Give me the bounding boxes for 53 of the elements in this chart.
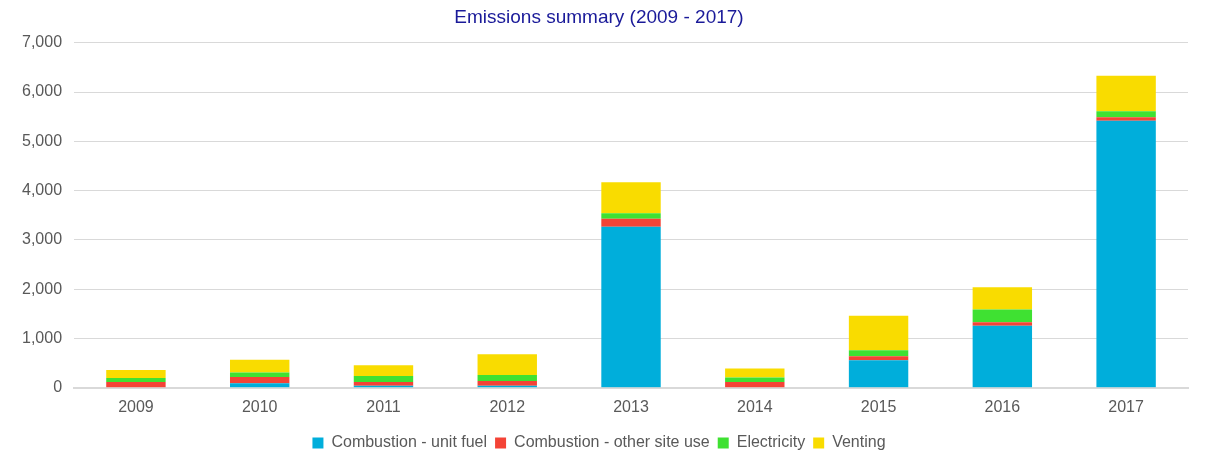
bar [229, 359, 290, 373]
bar [848, 350, 909, 357]
bar [972, 287, 1033, 310]
y-tick-label: 2,000 [21, 279, 63, 297]
bar [1096, 75, 1156, 112]
y-tick-label: 4,000 [21, 181, 63, 199]
x-tick-label: 2009 [118, 397, 154, 415]
y-tick-label: 3,000 [21, 230, 63, 248]
y-tick-label: 6,000 [21, 82, 63, 100]
bar [601, 182, 661, 214]
bar [848, 356, 909, 361]
bar [601, 218, 661, 227]
bar [725, 368, 785, 378]
bar [106, 381, 166, 388]
legend-label: Combustion - other site use [514, 433, 710, 451]
bar [1096, 111, 1156, 118]
bar [229, 383, 290, 388]
bar [477, 354, 537, 375]
bar [106, 370, 166, 378]
bar [229, 376, 290, 384]
bar [353, 381, 414, 386]
x-tick-label: 2013 [613, 397, 649, 415]
bar [848, 360, 909, 388]
bar [848, 315, 909, 351]
x-tick-label: 2014 [737, 397, 773, 415]
y-tick-label: 7,000 [21, 33, 63, 51]
bar [106, 377, 166, 382]
bar [601, 213, 661, 219]
bar [972, 325, 1033, 388]
bar [1096, 117, 1156, 121]
bar [477, 380, 537, 386]
bar [477, 374, 537, 381]
bar [972, 309, 1033, 323]
bar [725, 377, 785, 382]
bar [601, 226, 661, 388]
legend-label: Combustion - unit fuel [331, 433, 488, 451]
x-tick-label: 2012 [489, 397, 526, 415]
x-tick-label: 2011 [366, 397, 401, 415]
y-tick-label: 1,000 [21, 328, 63, 346]
legend-label: Venting [832, 433, 886, 451]
x-tick-label: 2017 [1108, 397, 1145, 415]
bar [1096, 120, 1156, 388]
bar [353, 365, 414, 376]
y-tick-label: 0 [53, 378, 63, 396]
y-tick-label: 5,000 [21, 131, 63, 149]
x-tick-label: 2010 [241, 397, 278, 415]
bar [725, 381, 785, 388]
legend-label: Electricity [736, 433, 806, 451]
bar [972, 322, 1033, 326]
x-tick-label: 2015 [860, 397, 897, 415]
chart-title: Emissions summary (2009 - 2017) [454, 5, 744, 27]
x-tick-label: 2016 [984, 397, 1021, 415]
bar [353, 375, 414, 382]
